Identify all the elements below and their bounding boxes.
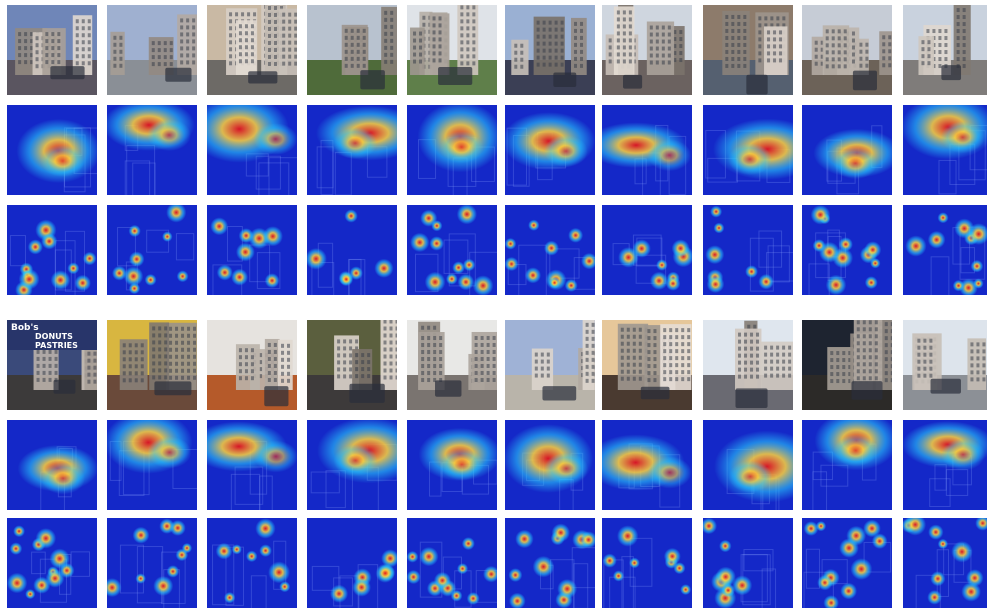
attention-heatmap-broad <box>903 105 987 195</box>
attention-heatmap-broad <box>802 105 892 195</box>
attention-heatmap-broad <box>207 105 297 195</box>
attention-heatmap-sparse <box>903 205 987 295</box>
attention-heatmap-sparse <box>307 205 397 295</box>
attention-heatmap-broad <box>407 420 497 510</box>
photo-thumbnail <box>107 5 197 95</box>
attention-heatmap-sparse <box>802 518 892 608</box>
photo-thumbnail <box>903 5 987 95</box>
photo-thumbnail <box>207 320 297 410</box>
attention-heatmap-broad <box>602 105 692 195</box>
photo-thumbnail <box>505 320 595 410</box>
attention-heatmap-sparse <box>207 205 297 295</box>
attention-heatmap-sparse <box>107 205 197 295</box>
attention-heatmap-broad <box>602 420 692 510</box>
photo-thumbnail <box>903 320 987 410</box>
photo-thumbnail <box>703 320 793 410</box>
attention-heatmap-broad <box>307 105 397 195</box>
attention-heatmap-broad <box>703 420 793 510</box>
photo-thumbnail <box>602 320 692 410</box>
photo-thumbnail <box>802 320 892 410</box>
photo-thumbnail <box>802 5 892 95</box>
attention-heatmap-sparse <box>703 518 793 608</box>
photo-thumbnail <box>505 5 595 95</box>
attention-heatmap-broad <box>407 105 497 195</box>
attention-heatmap-sparse <box>7 518 97 608</box>
photo-thumbnail <box>107 320 197 410</box>
attention-heatmap-sparse <box>602 205 692 295</box>
attention-heatmap-broad <box>505 105 595 195</box>
attention-heatmap-sparse <box>602 518 692 608</box>
attention-heatmap-sparse <box>7 205 97 295</box>
attention-heatmap-sparse <box>107 518 197 608</box>
photo-thumbnail <box>207 5 297 95</box>
attention-heatmap-sparse <box>703 205 793 295</box>
attention-heatmap-sparse <box>407 518 497 608</box>
attention-heatmap-sparse <box>207 518 297 608</box>
photo-thumbnail <box>407 5 497 95</box>
attention-heatmap-broad <box>207 420 297 510</box>
photo-thumbnail <box>407 320 497 410</box>
attention-heatmap-broad <box>7 105 97 195</box>
attention-heatmap-sparse <box>505 205 595 295</box>
shop-sign-text: DONUTS <box>35 332 73 341</box>
attention-heatmap-broad <box>307 420 397 510</box>
attention-heatmap-broad <box>903 420 987 510</box>
photo-thumbnail <box>602 5 692 95</box>
attention-heatmap-broad <box>107 420 197 510</box>
attention-heatmap-broad <box>7 420 97 510</box>
photo-thumbnail: Bob's DONUTS PASTRIES <box>7 320 97 410</box>
attention-heatmap-sparse <box>903 518 987 608</box>
attention-heatmap-broad <box>703 105 793 195</box>
photo-thumbnail <box>307 320 397 410</box>
attention-heatmap-broad <box>107 105 197 195</box>
shop-sign-text: Bob's <box>11 323 39 333</box>
attention-heatmap-sparse <box>802 205 892 295</box>
photo-thumbnail <box>307 5 397 95</box>
photo-thumbnail <box>703 5 793 95</box>
attention-heatmap-sparse <box>407 205 497 295</box>
attention-heatmap-sparse <box>505 518 595 608</box>
attention-heatmap-sparse <box>307 518 397 608</box>
photo-thumbnail <box>7 5 97 95</box>
shop-sign-text: PASTRIES <box>35 341 78 350</box>
attention-heatmap-broad <box>505 420 595 510</box>
attention-heatmap-broad <box>802 420 892 510</box>
